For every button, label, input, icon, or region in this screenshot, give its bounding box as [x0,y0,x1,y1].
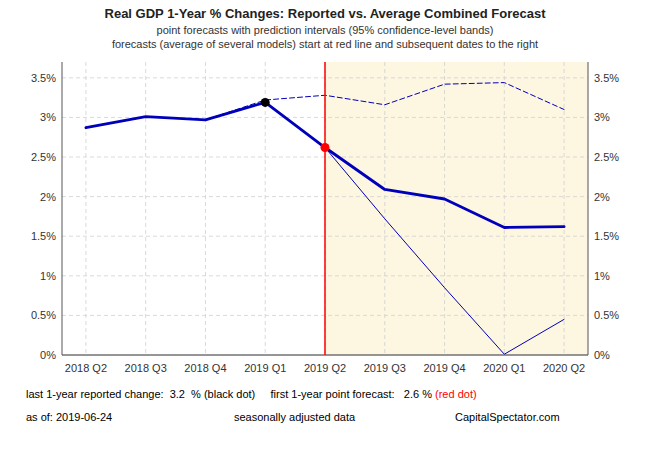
plot-background [325,62,588,355]
chart: Real GDP 1-Year % Changes: Reported vs. … [0,0,650,450]
y2-tick-label: 1.5% [594,230,619,242]
x-tick-label: 2020 Q1 [483,362,525,374]
footer-note: seasonally adjusted data [234,411,356,423]
y2-tick-label: 1% [594,270,610,282]
x-tick-label: 2019 Q2 [304,362,346,374]
y-tick-label: 3.5% [31,72,56,84]
main-line [325,148,564,228]
footer-note-part: CapitalSpectator.com [455,411,560,423]
y-tick-label: 1.5% [31,230,56,242]
y-tick-label: 1% [40,270,56,282]
x-tick-label: 2018 Q2 [65,362,107,374]
footer-note-part: last 1-year reported change: 3.2 % (blac… [26,388,432,400]
x-grid-line [564,62,565,355]
y-tick-label: 2.5% [31,151,56,163]
footer-note: as of: 2019-06-24 [26,411,112,423]
title: Real GDP 1-Year % Changes: Reported vs. … [105,6,547,21]
y-tick-label: 3% [40,111,56,123]
point [261,98,270,107]
y2-tick-label: 0% [594,349,610,361]
forecast-start-line [324,62,326,355]
footer-note-part: (red dot) [432,388,477,400]
x-tick-label: 2019 Q1 [244,362,286,374]
footer-note: CapitalSpectator.com [455,411,560,423]
y-axis-line [62,62,63,355]
y2-tick-label: 2.5% [594,151,619,163]
axes: 0% 0.5% 1% 1.5% 2% 2.5% 3% 3.5% 0% 0.5% 1% 1.5% 2% 2.… [31,62,619,374]
footer-note-part: as of: 2019-06-24 [26,411,112,423]
footer-note: last 1-year reported change: 3.2 % (blac… [26,388,477,400]
x-tick-label: 2019 Q3 [364,362,406,374]
x-tick-label: 2020 Q2 [543,362,585,374]
y2-tick-label: 2% [594,191,610,203]
x-tick-label: 2019 Q4 [423,362,465,374]
point [321,143,330,152]
subtitle: forecasts (average of several models) st… [112,38,538,50]
x-tick-label: 2018 Q4 [184,362,226,374]
main-line [86,102,325,147]
y2-axis-line [588,62,589,355]
band-line [265,102,564,354]
plot-area [86,62,564,355]
x-grid-line [444,62,445,355]
y2-tick-label: 3% [594,111,610,123]
y-tick-label: 0% [40,349,56,361]
y2-tick-label: 0.5% [594,309,619,321]
y2-tick-label: 3.5% [594,72,619,84]
x-grid-line [205,62,206,355]
footer-note-part: seasonally adjusted data [234,411,356,423]
x-grid-line [504,62,505,355]
x-grid-line [145,62,146,355]
x-grid-line [384,62,385,355]
y-tick-label: 0.5% [31,309,56,321]
grid [62,62,588,355]
x-tick-label: 2018 Q3 [125,362,167,374]
forecast-region [325,62,588,355]
x-grid-line [325,62,326,355]
y-tick-label: 2% [40,191,56,203]
x-grid-line [85,62,86,355]
subtitle: point forecasts with prediction interval… [157,24,494,36]
